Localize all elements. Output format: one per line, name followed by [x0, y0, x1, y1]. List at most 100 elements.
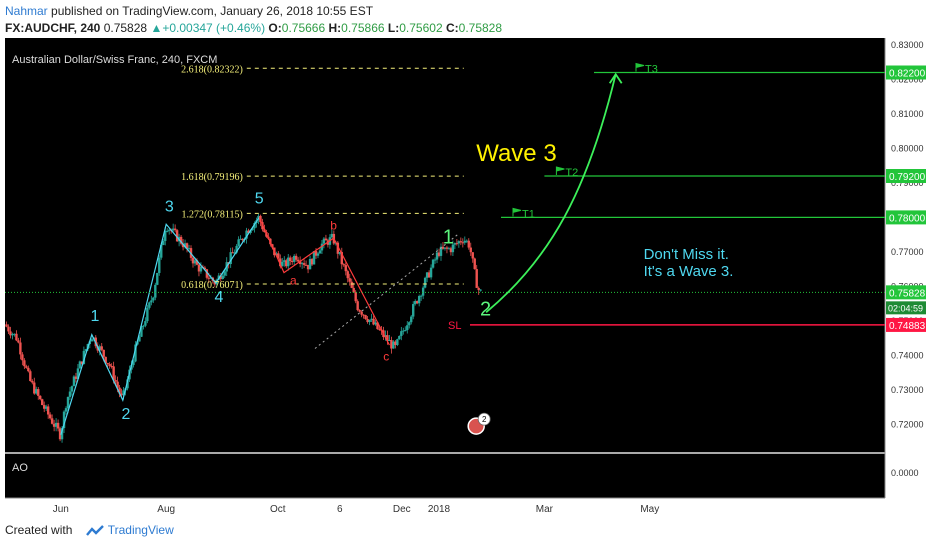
candle-body: [25, 366, 28, 368]
annotation-text: It's a Wave 3.: [644, 263, 734, 280]
flag-icon: [512, 207, 522, 217]
event-count-badge[interactable]: [477, 412, 491, 426]
wave-label: 2: [480, 299, 491, 321]
candle-body: [344, 265, 347, 272]
candle-body: [207, 277, 211, 279]
candle-body: [364, 315, 367, 320]
candle-body: [195, 260, 199, 265]
open-label: O:: [268, 21, 282, 35]
y-tick-label: 0.80000: [891, 143, 924, 153]
candle-body: [348, 278, 351, 282]
candle-body: [342, 264, 345, 266]
candle-body: [181, 243, 185, 248]
publish-text: published on TradingView.com, January 26…: [51, 4, 374, 18]
candle-body: [457, 241, 461, 244]
candle-body: [72, 376, 76, 387]
high-value: 0.75866: [341, 21, 385, 35]
candle-body: [46, 406, 50, 415]
candle-body: [455, 243, 459, 245]
wave-label: 2: [121, 406, 130, 423]
wave-label: 4: [214, 289, 223, 306]
candle-body: [292, 255, 296, 262]
candle-body: [294, 255, 298, 260]
candle-body: [402, 330, 405, 332]
candle-body: [122, 390, 125, 396]
candle-body: [235, 245, 238, 253]
y-tick-label: 0.72000: [891, 419, 924, 429]
candle-body: [441, 246, 445, 249]
candle-body: [11, 334, 14, 336]
candle-body: [302, 263, 306, 265]
candle-body: [134, 344, 137, 362]
wave-label: c: [383, 350, 389, 364]
created-with-text: Created with: [5, 523, 73, 537]
y-tick-label: 0.74000: [891, 350, 924, 360]
candle-body: [110, 365, 113, 367]
candle-body: [300, 263, 304, 265]
candle-body: [338, 252, 342, 254]
candle-body: [390, 340, 393, 349]
candle-body: [247, 230, 250, 233]
candle-body: [324, 238, 328, 241]
candle-body: [7, 326, 10, 332]
price-axis[interactable]: [885, 38, 927, 498]
candle-body: [322, 238, 326, 244]
candle-body: [219, 275, 222, 280]
x-tick-label: Mar: [536, 504, 554, 515]
candle-body: [166, 230, 169, 232]
candle-body: [78, 361, 82, 369]
candle-body: [52, 423, 56, 427]
candle-body: [386, 335, 389, 342]
tradingview-brand[interactable]: TradingView: [107, 523, 174, 537]
footer: Created with TradingView: [5, 523, 174, 537]
candle-body: [98, 346, 101, 351]
candle-body: [320, 243, 324, 251]
candle-body: [187, 248, 191, 250]
x-tick-label: May: [640, 504, 659, 515]
fib-level-label: 1.272(0.78115): [182, 209, 243, 220]
candle-body: [27, 367, 30, 372]
candle-body: [152, 297, 155, 301]
channel-line: [314, 234, 458, 349]
indicator-pane[interactable]: [5, 454, 885, 498]
candle-body: [471, 252, 474, 259]
candle-body: [112, 366, 115, 381]
price-chart[interactable]: 0.830000.820000.810000.800000.790000.780…: [5, 38, 927, 518]
candle-body: [318, 250, 322, 254]
candle-body: [404, 330, 407, 332]
target-label: T2: [565, 167, 578, 179]
candle-body: [392, 341, 395, 349]
close-value: 0.75828: [458, 21, 503, 35]
candle-body: [439, 246, 443, 256]
candle-body: [193, 260, 197, 264]
price-tag-label: 0.74883: [889, 321, 926, 332]
tradingview-logo-icon: [85, 524, 104, 536]
x-tick-label: Aug: [157, 504, 175, 515]
candle-body: [412, 304, 415, 317]
candle-body: [104, 356, 107, 364]
candle-body: [417, 296, 421, 304]
candle-body: [64, 408, 68, 412]
time-axis[interactable]: [5, 498, 927, 518]
candle-body: [199, 266, 203, 272]
candle-body: [239, 238, 242, 240]
change-up-icon: ▲: [150, 21, 163, 35]
author-link[interactable]: Nahmar: [5, 4, 48, 18]
projection-arrow: [485, 74, 617, 313]
candle-body: [183, 243, 187, 248]
candle-body: [5, 324, 8, 327]
candle-body: [237, 239, 240, 246]
candle-body: [298, 261, 302, 265]
price-tag-label: 0.78000: [889, 213, 926, 224]
candle-body: [62, 411, 66, 429]
candle-body: [429, 267, 433, 278]
candle-body: [314, 251, 318, 256]
candle-body: [158, 257, 161, 273]
correction-wave-line: [258, 217, 390, 346]
candle-body: [144, 321, 147, 326]
countdown-label: 02:04:59: [888, 303, 923, 313]
candle-body: [340, 252, 343, 265]
candle-body: [368, 319, 371, 323]
candle-body: [263, 229, 266, 233]
candle-body: [370, 318, 373, 320]
